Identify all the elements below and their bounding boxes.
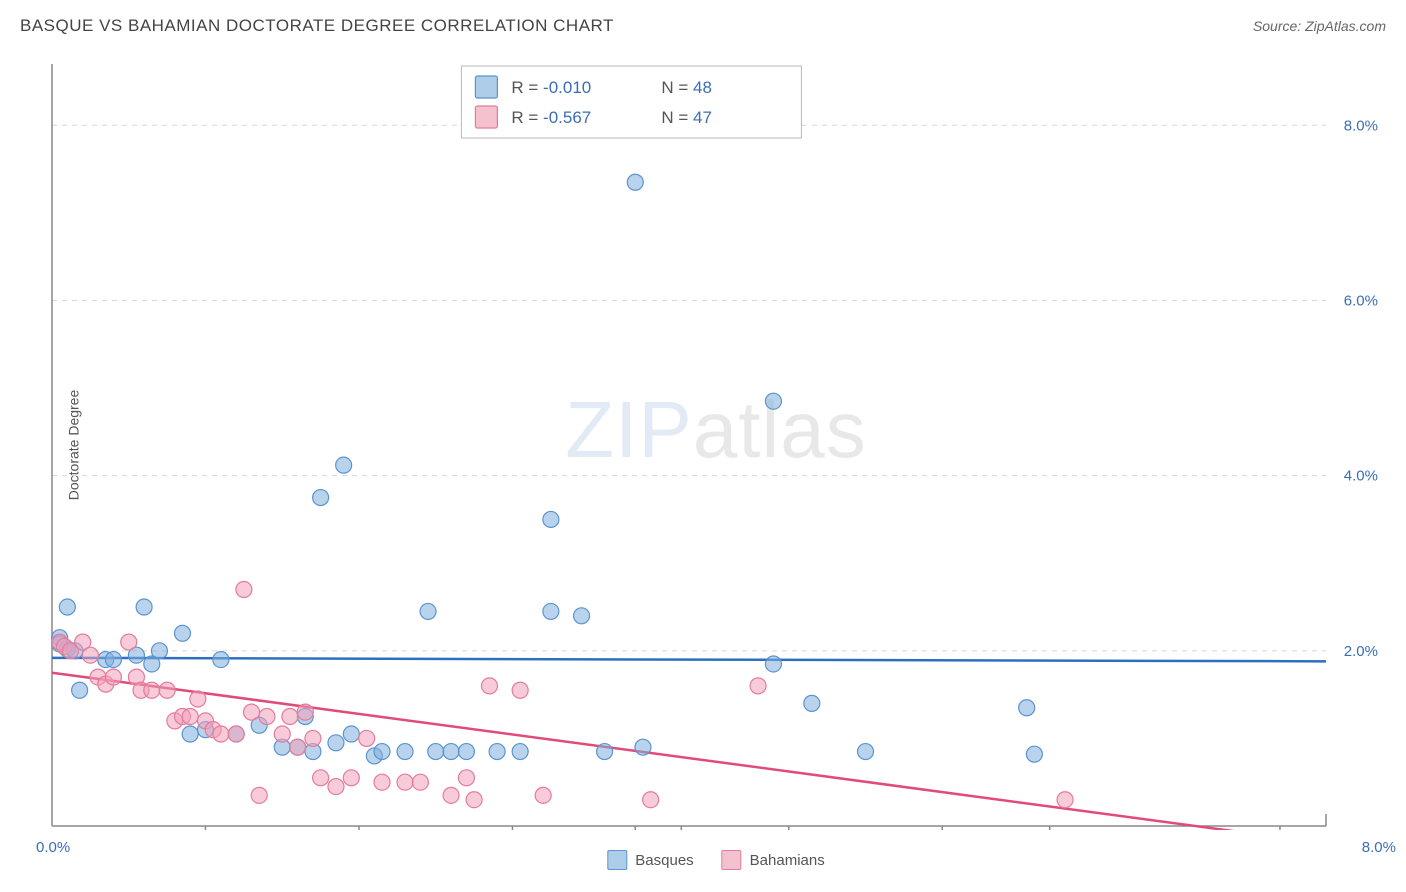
- svg-text:6.0%: 6.0%: [1344, 292, 1378, 309]
- legend-swatch: [722, 850, 742, 870]
- series-legend: Basques Bahamians: [607, 850, 824, 870]
- chart-container: Doctorate Degree ZIPatlas 2.0%4.0%6.0%8.…: [46, 60, 1386, 830]
- scatter-plot: 2.0% 4.0% 6.0% 8.0% R = -0.010 N = 48 R = -0.5…: [46, 60, 1386, 830]
- svg-text:N = 48: N = 48: [661, 78, 712, 97]
- legend-item: Basques: [607, 850, 693, 870]
- x-axis-max-label: 8.0%: [1362, 839, 1396, 856]
- svg-text:R = -0.567: R = -0.567: [511, 108, 591, 127]
- svg-text:N = 47: N = 47: [661, 108, 712, 127]
- source-credit: Source: ZipAtlas.com: [1253, 18, 1386, 34]
- legend-label: Bahamians: [750, 852, 825, 869]
- svg-text:4.0%: 4.0%: [1344, 468, 1378, 485]
- chart-title: BASQUE VS BAHAMIAN DOCTORATE DEGREE CORR…: [20, 16, 614, 36]
- x-axis-min-label: 0.0%: [36, 839, 70, 856]
- svg-text:R = -0.010: R = -0.010: [511, 78, 591, 97]
- svg-text:2.0%: 2.0%: [1344, 643, 1378, 660]
- legend-label: Basques: [635, 852, 693, 869]
- legend-item: Bahamians: [722, 850, 825, 870]
- svg-text:8.0%: 8.0%: [1344, 117, 1378, 134]
- legend-swatch: [607, 850, 627, 870]
